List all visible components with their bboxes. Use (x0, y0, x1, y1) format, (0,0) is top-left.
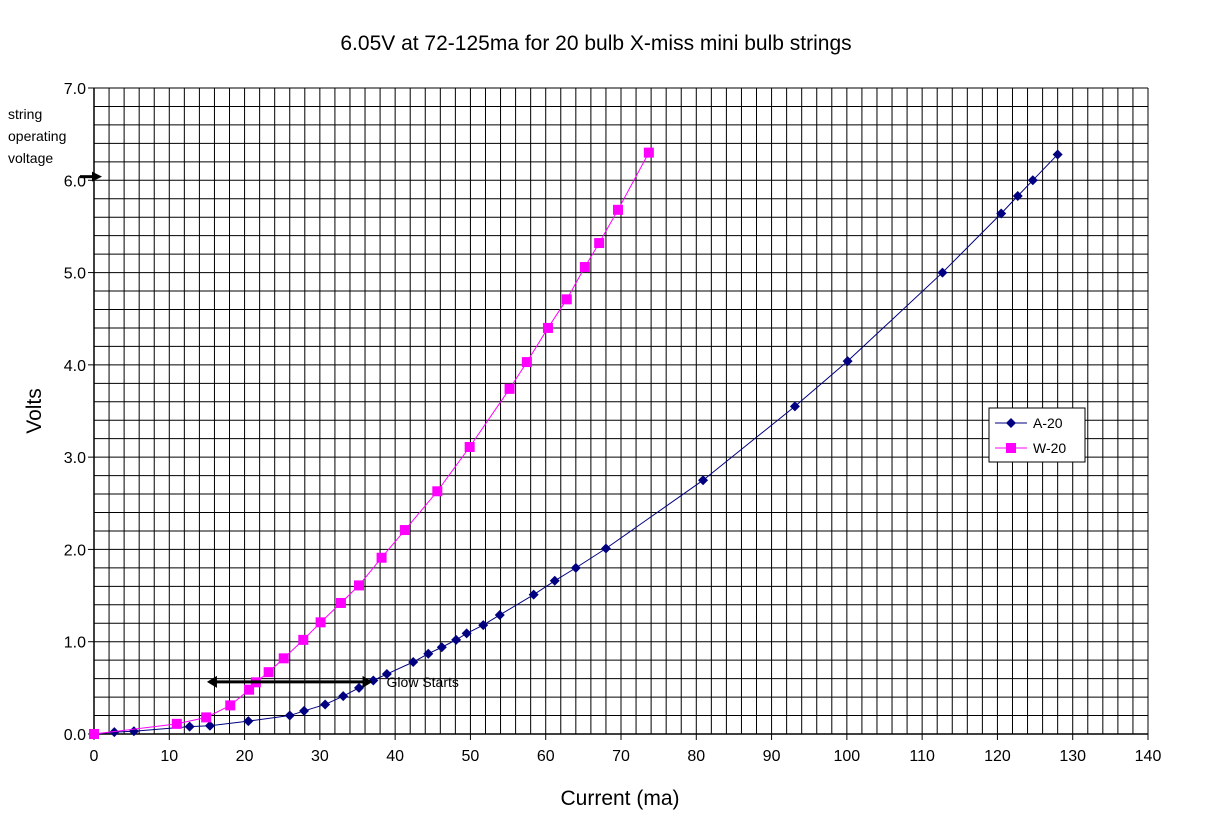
series-w-20 (89, 147, 654, 739)
data-point (320, 699, 331, 710)
data-point (789, 401, 800, 412)
data-point (432, 486, 443, 497)
x-tick-label: 130 (1059, 748, 1086, 765)
x-tick-label: 10 (160, 748, 178, 765)
data-point (354, 580, 365, 591)
data-point (263, 667, 274, 678)
glow-starts-label: Glow Starts (387, 674, 459, 690)
y-tick-label: 1.0 (64, 635, 86, 652)
legend: A-20 W-20 (988, 407, 1086, 463)
data-point (464, 441, 475, 452)
data-point (600, 543, 611, 554)
x-tick-label: 60 (537, 748, 555, 765)
data-point (996, 208, 1007, 219)
data-point (643, 147, 654, 158)
data-point (338, 691, 349, 702)
data-point (399, 525, 410, 536)
y-tick-label: 2.0 (64, 542, 86, 559)
data-point (244, 684, 255, 695)
operating-voltage-arrow-head (92, 171, 102, 182)
data-point (109, 727, 120, 738)
annotations: Glow Starts string operating voltage (8, 106, 459, 690)
data-point (451, 634, 462, 645)
y-tick-label: 0.0 (64, 727, 86, 744)
data-point (408, 657, 419, 668)
glow-arrow-head-right (362, 675, 373, 688)
data-point (243, 716, 254, 727)
data-point (570, 562, 581, 573)
data-point (1027, 175, 1038, 186)
data-point (478, 620, 489, 631)
data-point (579, 262, 590, 273)
data-point (284, 710, 295, 721)
x-tick-label: 70 (612, 748, 630, 765)
y-tick-label: 7.0 (64, 81, 86, 98)
data-point (504, 383, 515, 394)
data-point (299, 705, 310, 716)
operating-voltage-label-line2: operating (8, 128, 66, 144)
legend-box (988, 407, 1086, 463)
x-tick-label: 100 (834, 748, 861, 765)
x-tick-label: 90 (763, 748, 781, 765)
chart-title: 6.05V at 72-125ma for 20 bulb X-miss min… (340, 32, 851, 55)
data-point (937, 267, 948, 278)
data-point (381, 669, 392, 680)
x-axis: 0 10 20 30 40 50 60 70 80 90 100 110 120 130 140 (90, 733, 1162, 765)
operating-voltage-label-line1: string (8, 106, 42, 122)
x-tick-label: 110 (909, 748, 935, 765)
series-layer (89, 147, 1063, 739)
y-tick-label: 4.0 (64, 358, 86, 375)
legend-marker-w20 (1006, 443, 1016, 453)
data-point (494, 609, 505, 620)
data-point (594, 238, 605, 249)
operating-voltage-label-line3: voltage (8, 150, 53, 166)
x-tick-label: 80 (687, 748, 705, 765)
data-point (528, 589, 539, 600)
x-tick-label: 120 (984, 748, 1011, 765)
data-point (225, 700, 236, 711)
x-tick-label: 20 (236, 748, 254, 765)
data-point (461, 628, 472, 639)
data-point (423, 648, 434, 659)
data-point (315, 617, 326, 628)
data-point (549, 575, 560, 586)
y-tick-label: 5.0 (64, 266, 86, 283)
series-a-20 (89, 149, 1063, 739)
x-tick-label: 0 (90, 748, 99, 765)
data-point (89, 729, 99, 739)
data-point (698, 475, 709, 486)
data-point (436, 642, 447, 653)
glow-arrow-head-left (206, 675, 217, 688)
y-tick-label: 3.0 (64, 450, 86, 467)
legend-label-w20: W-20 (1033, 440, 1066, 456)
y-axis-label: Volts (23, 388, 46, 434)
x-tick-label: 50 (462, 748, 480, 765)
x-tick-label: 30 (311, 748, 329, 765)
data-point (542, 322, 553, 333)
data-point (561, 294, 572, 305)
data-point (842, 356, 853, 367)
data-point (1052, 149, 1063, 160)
data-point (368, 675, 379, 686)
x-tick-label: 140 (1135, 748, 1162, 765)
data-point (204, 720, 215, 731)
legend-marker-a20 (1006, 418, 1016, 428)
x-axis-label: Current (ma) (560, 787, 679, 810)
data-point (201, 712, 212, 723)
data-point (278, 653, 289, 664)
data-point (335, 597, 346, 608)
series-line (93, 154, 1059, 735)
data-point (184, 721, 195, 732)
data-point (298, 634, 309, 645)
data-point (171, 718, 182, 729)
data-point (354, 682, 365, 693)
legend-label-a20: A-20 (1033, 415, 1063, 431)
data-point (376, 552, 387, 563)
x-tick-label: 40 (386, 748, 404, 765)
data-point (1012, 190, 1023, 201)
data-point (612, 204, 623, 215)
data-point (521, 357, 532, 368)
